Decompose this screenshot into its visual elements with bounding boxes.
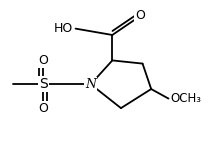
Text: O: O (38, 102, 48, 115)
Text: O: O (38, 54, 48, 67)
Text: O: O (135, 9, 145, 22)
Text: OCH₃: OCH₃ (171, 92, 202, 105)
Text: N: N (85, 78, 96, 91)
Text: S: S (39, 77, 48, 91)
Text: HO: HO (54, 22, 73, 35)
